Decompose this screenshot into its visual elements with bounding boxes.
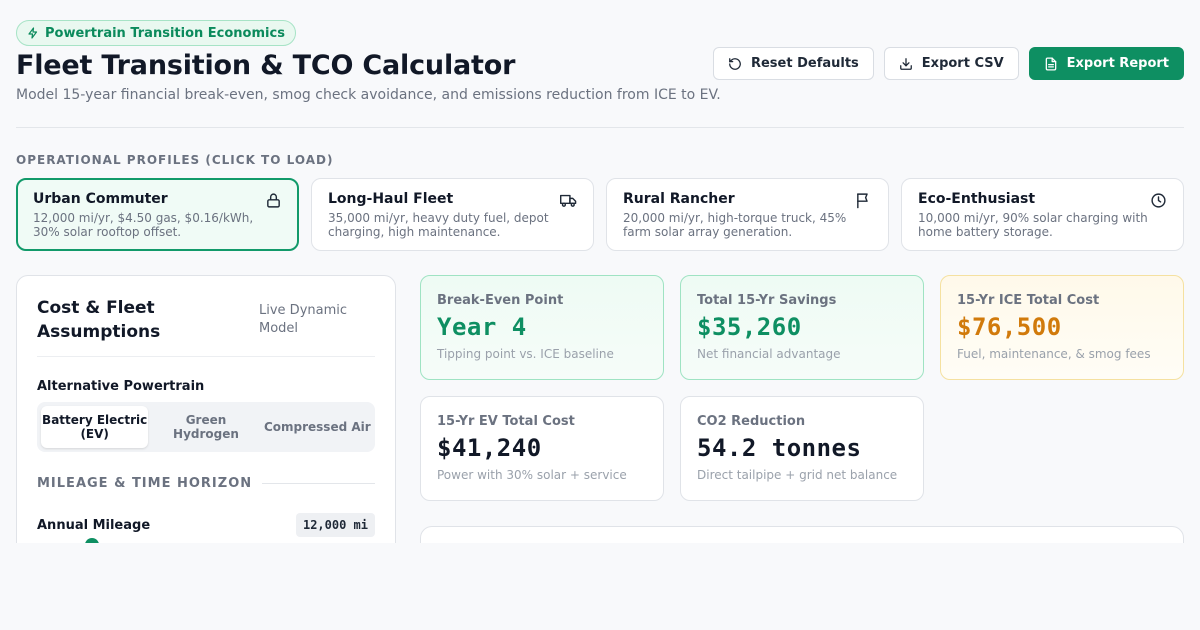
profile-name: Eco-Enthusiast [918,191,1036,207]
profile-name: Urban Commuter [33,191,168,207]
truck-icon [560,194,577,207]
profile-description: 35,000 mi/yr, heavy duty fuel, depot cha… [328,211,549,239]
savings-card: Total 15-Yr Savings $35,260 Net financia… [680,275,924,380]
profile-card-long-haul-fleet[interactable]: Long-Haul Fleet 35,000 mi/yr, heavy duty… [311,178,594,251]
profile-description: 20,000 mi/yr, high-torque truck, 45% far… [623,211,847,239]
mileage-section-header: MILEAGE & TIME HORIZON [37,476,375,491]
ev-cost-label: 15-Yr EV Total Cost [437,414,575,429]
assumptions-title: Cost & Fleet Assumptions [37,298,161,342]
flag-icon [857,193,868,209]
rotate-ccw-icon [729,57,741,70]
header-badge: Powertrain Transition Economics [16,20,296,46]
annual-mileage-value: 12,000 mi [295,513,375,537]
file-text-icon [1045,57,1056,70]
co2-value: 54.2 tonnes [697,434,862,462]
profiles-section-label: OPERATIONAL PROFILES (CLICK TO LOAD) [16,153,334,167]
page-subtitle: Model 15-year financial break-even, smog… [16,87,721,103]
reset-defaults-label: Reset Defaults [750,56,859,71]
co2-card: CO2 Reduction 54.2 tonnes Direct tailpip… [680,396,924,501]
export-report-button[interactable]: Export Report [1028,47,1184,80]
ice-cost-value: $76,500 [957,313,1062,341]
lock-icon [267,193,280,208]
annual-mileage-label: Annual Mileage [37,518,151,533]
header-actions: Reset Defaults Export CSV Export Report [712,47,1184,80]
page: Powertrain Transition Economics Fleet Tr… [16,20,1184,586]
ev-cost-value: $41,240 [437,434,542,462]
lightning-icon [28,27,38,39]
break-even-label: Break-Even Point [437,293,564,308]
ice-cost-card: 15-Yr ICE Total Cost $76,500 Fuel, maint… [940,275,1184,380]
profile-description: 12,000 mi/yr, $4.50 gas, $0.16/kWh, 30% … [33,211,254,239]
savings-value: $35,260 [697,313,802,341]
header-badge-label: Powertrain Transition Economics [45,25,285,41]
mileage-section-label: MILEAGE & TIME HORIZON [37,476,253,491]
powertrain-option-ev[interactable]: Battery Electric (EV) [41,406,149,448]
header-divider [16,127,1184,128]
ev-cost-note: Power with 30% solar + service [437,468,627,482]
savings-label: Total 15-Yr Savings [697,293,837,308]
powertrain-option-compressed-air[interactable]: Compressed Air [263,420,371,434]
co2-label: CO2 Reduction [697,414,806,429]
break-even-value: Year 4 [437,313,527,341]
page-title: Fleet Transition & TCO Calculator [16,50,516,81]
clock-icon [1151,193,1166,208]
profile-name: Rural Rancher [623,191,735,207]
export-csv-button[interactable]: Export CSV [883,47,1019,80]
savings-note: Net financial advantage [697,347,841,361]
export-csv-label: Export CSV [921,56,1004,71]
profile-card-eco-enthusiast[interactable]: Eco-Enthusiast 10,000 mi/yr, 90% solar c… [901,178,1184,251]
ev-cost-card: 15-Yr EV Total Cost $41,240 Power with 3… [420,396,664,501]
ice-cost-label: 15-Yr ICE Total Cost [957,293,1100,308]
assumptions-panel: Cost & Fleet Assumptions Live Dynamic Mo… [16,275,396,575]
profile-card-urban-commuter[interactable]: Urban Commuter 12,000 mi/yr, $4.50 gas, … [16,178,299,251]
panel-divider [37,356,375,357]
break-even-card: Break-Even Point Year 4 Tipping point vs… [420,275,664,380]
export-report-label: Export Report [1066,56,1169,71]
powertrain-label: Alternative Powertrain [37,379,205,394]
break-even-note: Tipping point vs. ICE baseline [437,347,614,361]
live-model-tag: Live Dynamic Model [259,303,348,336]
co2-note: Direct tailpipe + grid net balance [697,468,898,482]
powertrain-option-hydrogen[interactable]: Green Hydrogen [173,413,239,441]
reset-defaults-button[interactable]: Reset Defaults [712,47,874,80]
ice-cost-note: Fuel, maintenance, & smog fees [957,347,1151,361]
viewport-fold [0,543,1200,630]
profile-description: 10,000 mi/yr, 90% solar charging with ho… [918,211,1148,239]
profile-name: Long-Haul Fleet [328,191,454,207]
profile-list: Urban Commuter 12,000 mi/yr, $4.50 gas, … [16,178,1184,251]
section-divider [262,483,375,484]
download-icon [899,57,912,70]
profile-card-rural-rancher[interactable]: Rural Rancher 20,000 mi/yr, high-torque … [606,178,889,251]
powertrain-selector: Battery Electric (EV) Green Hydrogen Com… [37,402,375,452]
